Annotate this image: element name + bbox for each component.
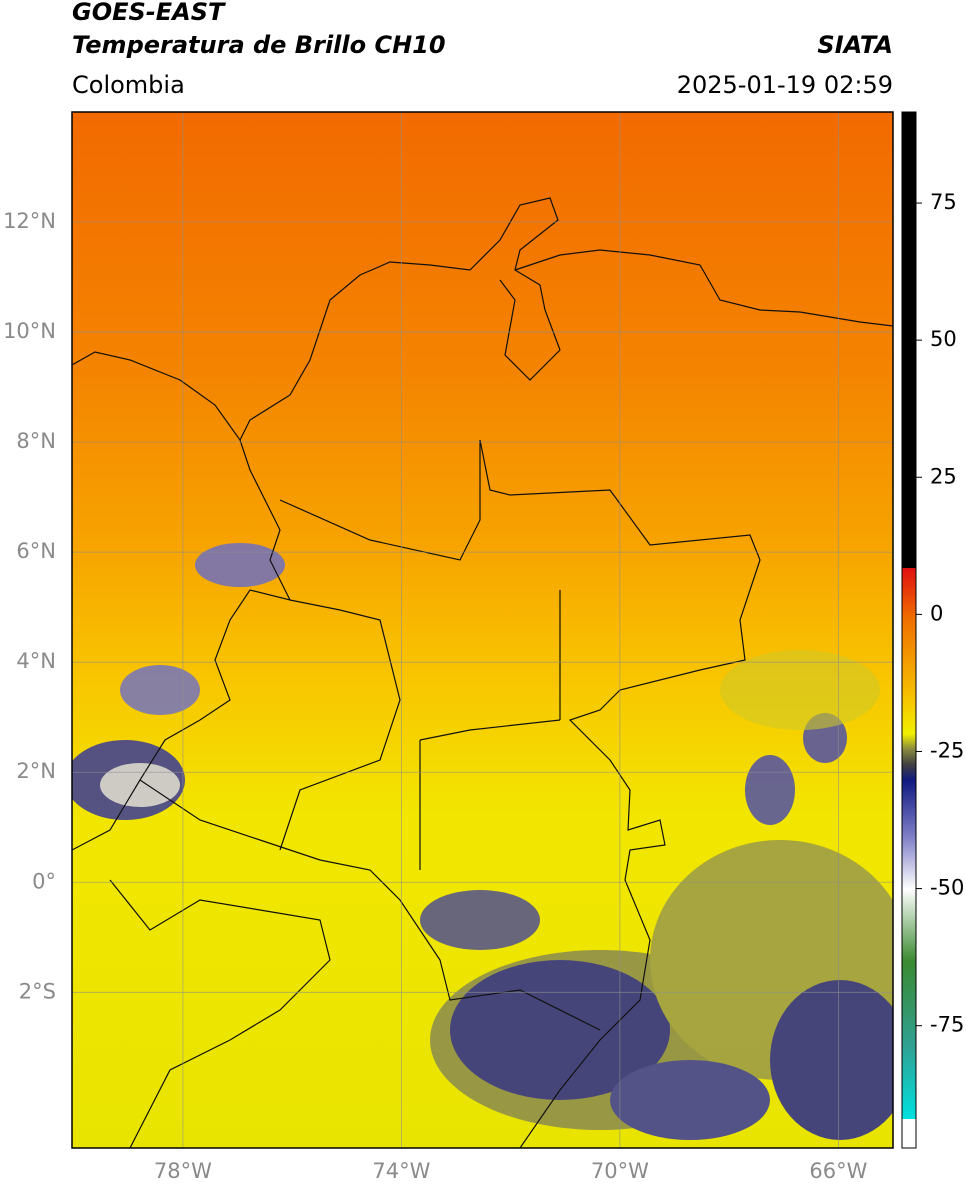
- y-tick-label: 4°N: [16, 649, 56, 673]
- region: Colombia: [72, 71, 185, 99]
- borders: [72, 197, 893, 1148]
- source: SIATA: [817, 31, 893, 59]
- x-tick-label: 74°W: [372, 1159, 430, 1183]
- map-image: [72, 112, 893, 1148]
- colorbar-ticks: 75 50 25 0 -25 -50 -75: [916, 190, 964, 1037]
- y-tick-label: 2°N: [16, 759, 56, 783]
- y-tick-label: 10°N: [3, 319, 56, 343]
- map-frame: [71, 111, 894, 1149]
- colorbar-tick-label: -75: [930, 1013, 964, 1037]
- colorbar-tick-label: 25: [930, 464, 957, 488]
- y-tick-label: 2°S: [19, 979, 56, 1003]
- subtitle: Temperatura de Brillo CH10: [72, 31, 446, 59]
- colorbar-tick-label: 0: [930, 601, 943, 625]
- colorbar-tick-label: 50: [930, 327, 957, 351]
- colorbar: [901, 111, 917, 1149]
- timestamp: 2025-01-19 02:59: [677, 71, 893, 99]
- y-tick-label: 6°N: [16, 539, 56, 563]
- x-tick-label: 70°W: [591, 1159, 649, 1183]
- x-tick-label: 66°W: [809, 1159, 867, 1183]
- title: GOES-EAST: [72, 0, 226, 26]
- grid: [72, 112, 893, 1148]
- colorbar-tick-label: 75: [930, 190, 957, 214]
- colorbar-tick-label: -50: [930, 876, 964, 900]
- y-tick-label: 8°N: [16, 429, 56, 453]
- y-tick-label: 0°: [32, 869, 56, 893]
- x-tick-label: 78°W: [154, 1159, 212, 1183]
- colorbar-tick-label: -25: [930, 738, 964, 762]
- y-tick-label: 12°N: [3, 209, 56, 233]
